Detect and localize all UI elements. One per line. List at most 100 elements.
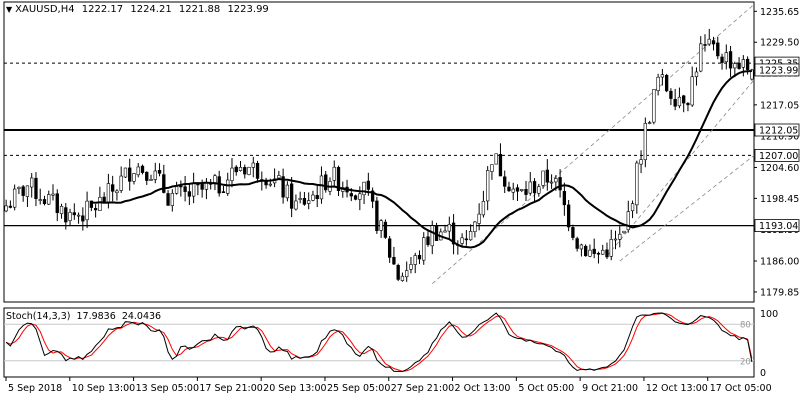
level-tag-label: 1212.05 (759, 125, 798, 136)
candle (532, 178, 537, 202)
candle (703, 34, 707, 52)
candle (541, 170, 545, 189)
candle (677, 87, 682, 109)
candle (400, 272, 405, 282)
candle-body (571, 227, 575, 238)
candle-body (643, 123, 647, 161)
candle (281, 168, 285, 204)
collapse-triangle-icon[interactable]: ▼ (6, 5, 13, 14)
candles (4, 28, 754, 282)
candle-body (477, 213, 481, 224)
candle (422, 232, 426, 265)
candle (140, 164, 145, 175)
candle-body (694, 71, 699, 78)
candle-body (106, 183, 111, 203)
candle-body (68, 212, 72, 221)
candle-body (358, 193, 362, 200)
candle-body (673, 99, 677, 107)
candle-body (737, 62, 741, 69)
candle (30, 173, 34, 198)
candle-body (191, 183, 196, 197)
candle-body (664, 74, 669, 92)
candle (145, 171, 149, 185)
candle-body (613, 238, 618, 241)
x-tick-label: 12 Oct 13:00 (646, 383, 708, 394)
candle-body (549, 181, 554, 184)
candle-body (255, 162, 260, 179)
candle (72, 203, 76, 220)
level-tag-1212.05: 1212.05 (754, 123, 800, 136)
candle-body (592, 248, 596, 254)
candle-body (473, 221, 477, 232)
candle (115, 189, 119, 201)
candle-body (51, 193, 55, 196)
candle (613, 230, 618, 250)
candle-body (503, 176, 507, 187)
candle (289, 176, 294, 218)
x-tick-label: 25 Sep 05:00 (327, 383, 390, 394)
candle (741, 55, 746, 77)
candle (353, 194, 358, 201)
candle-body (8, 205, 13, 208)
stoch-main-line (5, 312, 753, 373)
y-tick-label: 1217.05 (760, 100, 799, 111)
trend-channel (432, 4, 755, 284)
candle (451, 214, 456, 255)
candle (277, 170, 281, 179)
candle (673, 88, 677, 111)
x-tick-label: 27 Sep 21:00 (391, 383, 454, 394)
candle-body (532, 181, 537, 194)
candle-body (622, 230, 626, 234)
y-tick-label: 1179.85 (760, 287, 799, 298)
y-tick-label: 1204.60 (760, 163, 799, 174)
level-tag-label: 1207.00 (759, 151, 798, 162)
candle (47, 190, 51, 206)
candle-body (481, 201, 486, 216)
candle-body (170, 193, 174, 206)
candle (511, 182, 515, 201)
candle (396, 263, 400, 282)
candle (12, 184, 17, 211)
x-tick-label: 10 Sep 13:00 (72, 383, 135, 394)
candle-body (157, 170, 162, 174)
level-tag-label: 1193.04 (759, 221, 798, 232)
candle-body (405, 270, 409, 278)
candle (699, 36, 703, 73)
x-tick-label: 13 Sep 05:00 (136, 383, 199, 394)
candle-body (520, 189, 524, 191)
candle (4, 199, 8, 213)
candle-body (669, 90, 673, 99)
candle (464, 230, 469, 246)
candle (694, 67, 699, 86)
candle (409, 256, 413, 274)
candle (362, 181, 366, 205)
candle-body (558, 177, 562, 191)
candle-body (132, 173, 136, 182)
low-value: 1221.88 (178, 4, 221, 15)
candle-body (588, 249, 592, 257)
candle (209, 178, 213, 190)
candle-body (200, 183, 204, 190)
candle-body (618, 233, 622, 240)
stoch-axis-100: 100 (760, 309, 778, 320)
candle (183, 176, 187, 202)
candle (51, 184, 55, 201)
candle-body (426, 236, 430, 245)
level-tag-box (754, 63, 800, 77)
candle (664, 73, 669, 93)
level-tag-1207.00: 1207.00 (754, 148, 800, 162)
candle-body (98, 197, 102, 211)
candle-body (115, 190, 119, 194)
candle-body (745, 58, 750, 70)
candle-body (703, 44, 707, 46)
candle-body (332, 166, 336, 181)
candle-body (298, 198, 302, 200)
candle-body (319, 175, 324, 200)
stoch-name: Stoch(14,3,3) (6, 311, 71, 322)
level-tag-box (754, 219, 800, 233)
candle (711, 36, 716, 51)
y-tick-label: 1198.45 (760, 194, 799, 205)
candle (515, 184, 520, 202)
candle-body (660, 74, 665, 78)
